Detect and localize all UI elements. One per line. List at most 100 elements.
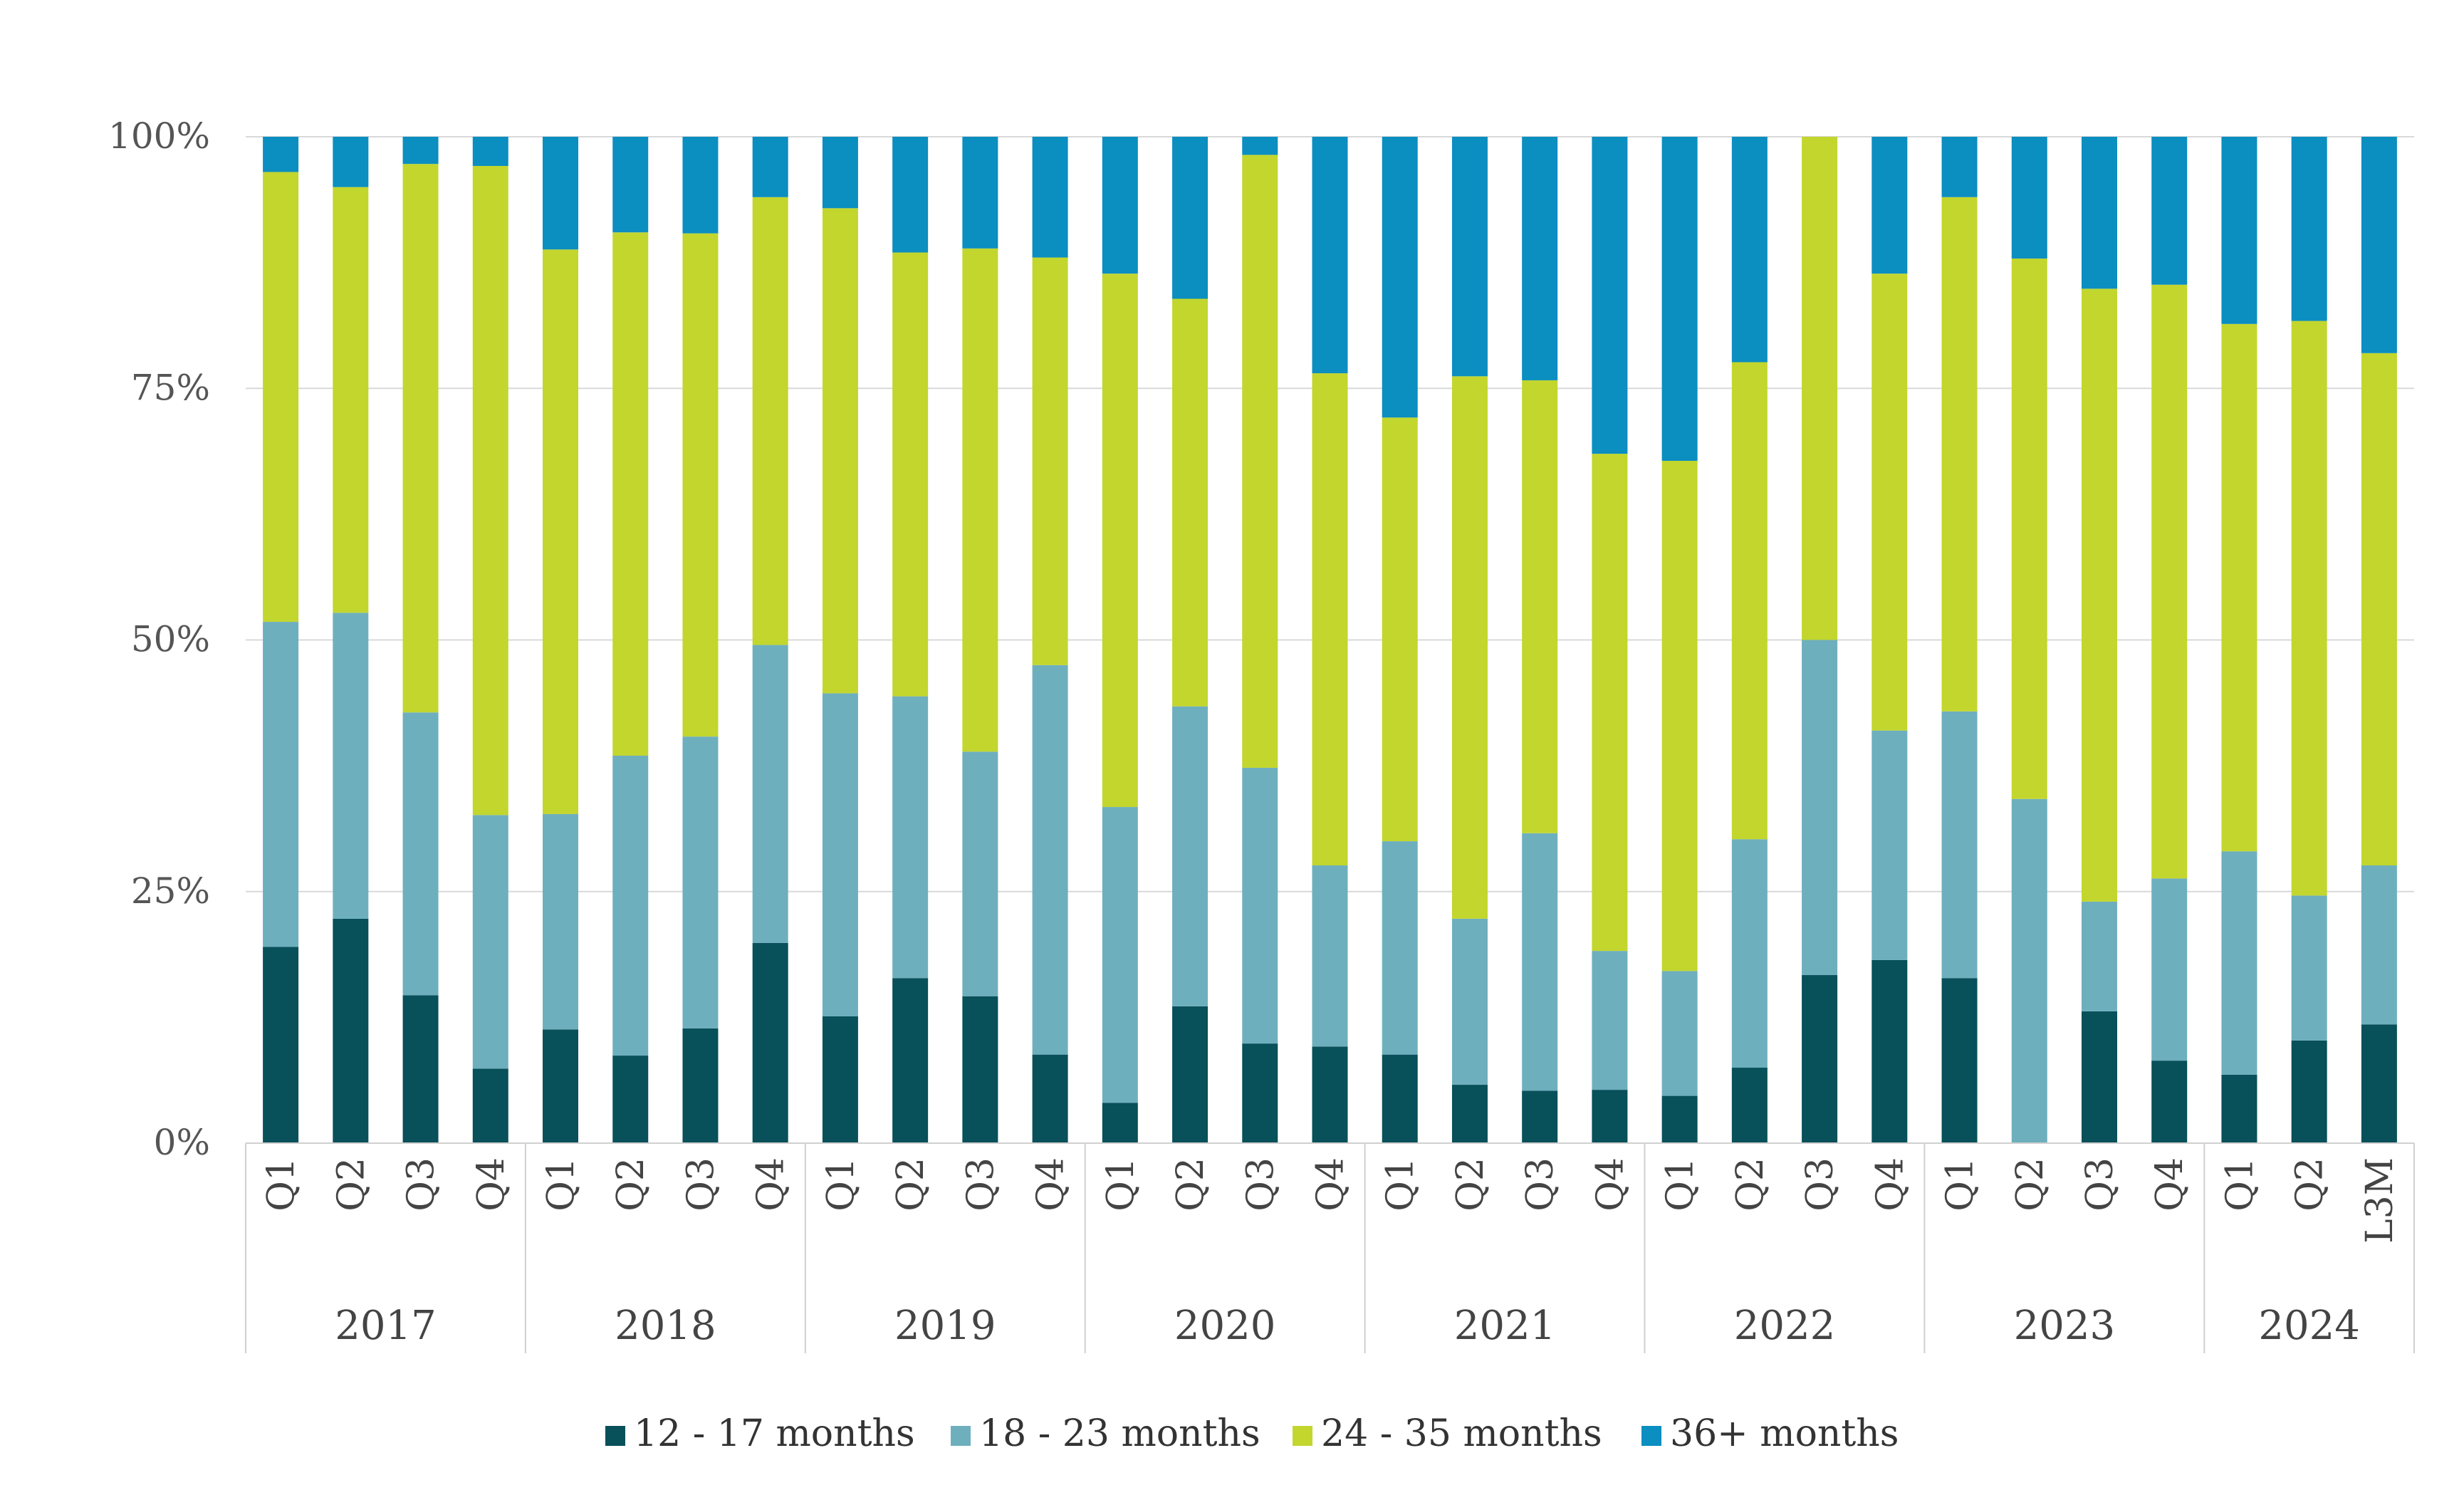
category-label: Q3 xyxy=(959,1157,1002,1212)
legend: 12 - 17 months 18 - 23 months 24 - 35 mont… xyxy=(605,1412,1899,1455)
bar-segment xyxy=(543,1029,579,1143)
y-tick-label: 50% xyxy=(131,619,210,660)
x-axis-year-labels: 2017 2018 2019 2020 2021 2022 2023 2024 xyxy=(335,1303,2360,1349)
bar-segment xyxy=(1242,767,1278,1044)
bar-segment xyxy=(2081,1011,2117,1143)
bar-segment xyxy=(752,942,788,1143)
bar-segment xyxy=(1102,1103,1138,1143)
bar-segment xyxy=(2081,137,2117,289)
bar-segment xyxy=(1032,257,1068,665)
bar-segment xyxy=(892,696,929,979)
bar-segment xyxy=(1102,807,1138,1103)
bar-segment xyxy=(263,947,299,1143)
legend-label: 18 - 23 months xyxy=(979,1412,1260,1455)
bar-segment xyxy=(962,137,998,249)
bar-segment xyxy=(1172,706,1208,1006)
bar-segment xyxy=(1172,1006,1208,1143)
bar-segment xyxy=(2151,137,2188,285)
bar-segment xyxy=(543,813,579,1030)
bar-segment xyxy=(1382,841,1418,1055)
bar-segment xyxy=(1382,137,1418,418)
bar-segment xyxy=(263,622,299,947)
bar-segment xyxy=(1592,1090,1628,1143)
bar-segment xyxy=(402,137,439,165)
category-label: Q3 xyxy=(400,1157,443,1212)
bar-segment xyxy=(263,137,299,172)
bar-segment xyxy=(2011,258,2047,799)
bar-segment xyxy=(1032,665,1068,1055)
bar-segment xyxy=(1451,376,1488,919)
bar-segment xyxy=(962,996,998,1143)
bar-segment xyxy=(333,187,369,613)
bar-segment xyxy=(1242,155,1278,768)
category-label: Q1 xyxy=(1939,1157,1982,1212)
bar-segment xyxy=(1032,137,1068,258)
category-label: Q3 xyxy=(1239,1157,1282,1212)
bar-segment xyxy=(612,1056,649,1143)
legend-label: 36+ months xyxy=(1670,1412,1899,1455)
bar-segment xyxy=(752,645,788,943)
category-label: Q2 xyxy=(2289,1157,2332,1212)
bar-segment xyxy=(543,249,579,814)
category-label: Q4 xyxy=(470,1157,513,1212)
category-label: Q3 xyxy=(1519,1157,1562,1212)
category-label: Q1 xyxy=(540,1157,583,1212)
bar-segment xyxy=(2151,878,2188,1061)
bar-segment xyxy=(2081,901,2117,1011)
bar-segment xyxy=(892,137,929,253)
bar-segment xyxy=(1312,137,1348,374)
legend-label: 24 - 35 months xyxy=(1321,1412,1602,1455)
category-label: Q2 xyxy=(2009,1157,2052,1212)
bar-segment xyxy=(682,736,719,1028)
legend-swatch xyxy=(1641,1426,1661,1446)
bar-segment xyxy=(962,248,998,752)
category-label: Q1 xyxy=(1659,1157,1702,1212)
bar-segment xyxy=(2361,353,2397,866)
bar-segment xyxy=(1872,274,1908,731)
bar-segment xyxy=(472,165,508,816)
bar-segment xyxy=(1872,959,1908,1143)
category-label: Q2 xyxy=(1729,1157,1772,1212)
bar-segment xyxy=(2221,1074,2257,1143)
category-label: Q4 xyxy=(1589,1157,1632,1212)
bar-segment xyxy=(1872,137,1908,274)
bar-segment xyxy=(2291,1040,2327,1143)
bar-segment xyxy=(1382,417,1418,842)
bar-segment xyxy=(472,1068,508,1143)
bar-segment xyxy=(263,172,299,623)
category-label: Q2 xyxy=(1449,1157,1492,1212)
bar-segment xyxy=(1522,833,1558,1091)
bar-segment xyxy=(612,755,649,1056)
category-label: Q1 xyxy=(260,1157,303,1212)
bar-segment xyxy=(1941,197,1978,712)
x-axis xyxy=(245,1142,2415,1353)
year-label: 2022 xyxy=(1734,1303,1836,1349)
bar-segment xyxy=(612,137,649,233)
bar-segment xyxy=(543,137,579,250)
bar-segment xyxy=(1731,362,1768,840)
bar-segment xyxy=(1941,978,1978,1143)
category-label: Q1 xyxy=(1379,1157,1422,1212)
bar-segment xyxy=(1522,137,1558,380)
bar-segment xyxy=(1592,454,1628,952)
bar-segment xyxy=(1102,137,1138,274)
bar-segment xyxy=(752,137,788,197)
category-label: Q3 xyxy=(1799,1157,1842,1212)
bar-segment xyxy=(2011,798,2047,1143)
category-label: Q4 xyxy=(1030,1157,1072,1212)
bar-segment xyxy=(2221,137,2257,324)
bar-segment xyxy=(2151,1061,2188,1143)
bar-segment xyxy=(2221,323,2257,852)
category-label: Q1 xyxy=(820,1157,862,1212)
bar-segment xyxy=(2081,288,2117,902)
bar-segment xyxy=(682,1028,719,1143)
bar-segment xyxy=(402,164,439,713)
bar-segment xyxy=(1382,1054,1418,1143)
bar-segment xyxy=(333,613,369,919)
category-label: Q2 xyxy=(610,1157,652,1212)
bar-segment xyxy=(1802,137,1838,640)
bar-segment xyxy=(333,918,369,1143)
bar-segment xyxy=(1731,839,1768,1068)
legend-swatch xyxy=(951,1426,971,1446)
category-label: Q1 xyxy=(2218,1157,2261,1212)
